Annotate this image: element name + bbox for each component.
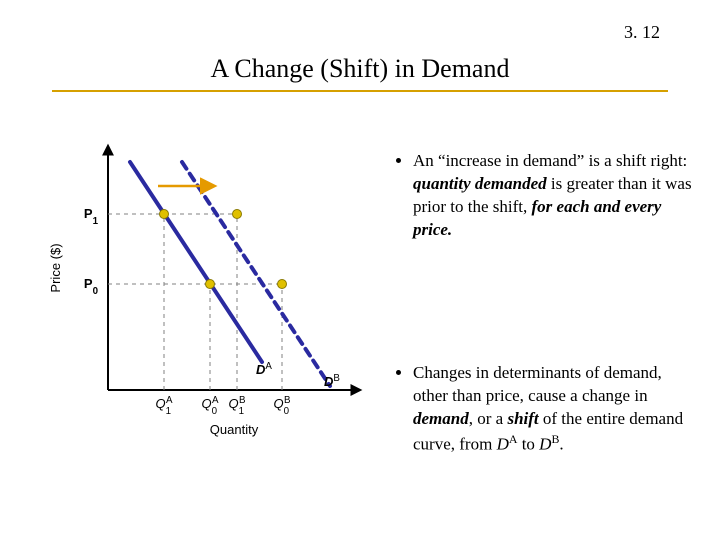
demand-shift-chart: Price ($) Quantity P1 P0 Q1A Q0A Q1B Q0BDA DB bbox=[40, 138, 375, 438]
svg-text:Price ($): Price ($) bbox=[48, 243, 63, 292]
svg-text:Q1B: Q1B bbox=[228, 395, 245, 417]
svg-text:P1: P1 bbox=[84, 206, 99, 227]
bullet-list: An “increase in demand” is a shift right… bbox=[395, 150, 700, 456]
svg-text:Q0A: Q0A bbox=[201, 395, 219, 417]
bullet-2: Changes in determinants of demand, other… bbox=[413, 362, 700, 456]
bullet-1: An “increase in demand” is a shift right… bbox=[413, 150, 700, 242]
slide-title: A Change (Shift) in Demand bbox=[0, 54, 720, 84]
slide: 3. 12 A Change (Shift) in Demand Price (… bbox=[0, 0, 720, 540]
svg-text:Q1A: Q1A bbox=[155, 395, 173, 417]
svg-text:Q0B: Q0B bbox=[273, 395, 290, 417]
svg-text:Quantity: Quantity bbox=[210, 422, 259, 437]
svg-text:DB: DB bbox=[324, 373, 340, 390]
svg-text:DA: DA bbox=[256, 361, 272, 378]
page-number: 3. 12 bbox=[624, 22, 660, 43]
title-underline bbox=[52, 90, 668, 92]
svg-text:P0: P0 bbox=[84, 276, 99, 297]
